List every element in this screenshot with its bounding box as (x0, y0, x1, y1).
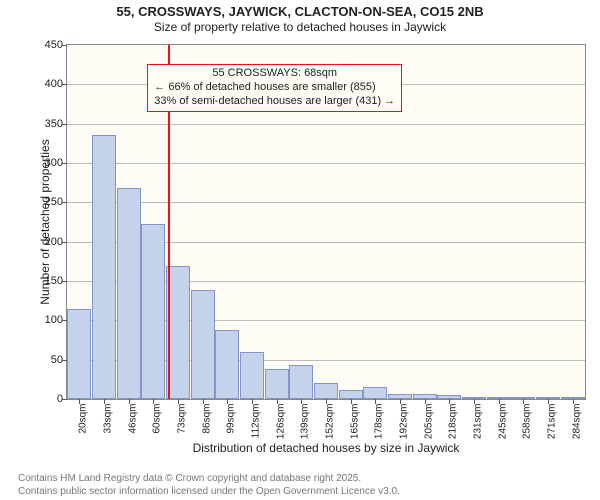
x-tick-label: 192sqm (399, 404, 410, 440)
y-tick-mark (62, 202, 67, 203)
y-tick-mark (62, 84, 67, 85)
histogram-bar (92, 135, 116, 399)
histogram-bar (265, 369, 289, 399)
x-tick-label: 33sqm (103, 404, 114, 434)
footer-line-2: Contains public sector information licen… (18, 486, 400, 499)
x-tick-label: 139sqm (300, 404, 311, 440)
y-tick-mark (62, 242, 67, 243)
x-tick-label: 152sqm (325, 404, 336, 440)
x-tick-label: 165sqm (349, 404, 360, 440)
y-tick-label: 350 (31, 118, 63, 130)
callout-title: 55 CROSSWAYS: 68sqm (154, 67, 395, 81)
histogram-bar (240, 352, 264, 399)
y-tick-label: 0 (31, 393, 63, 405)
histogram-bar (191, 290, 215, 399)
title-main: 55, CROSSWAYS, JAYWICK, CLACTON-ON-SEA, … (0, 4, 600, 20)
y-tick-label: 250 (31, 196, 63, 208)
x-tick-label: 284sqm (571, 404, 582, 440)
x-tick-label: 86sqm (201, 404, 212, 434)
x-tick-label: 218sqm (448, 404, 459, 440)
x-tick-label: 46sqm (127, 404, 138, 434)
x-tick-label: 178sqm (374, 404, 385, 440)
x-tick-label: 126sqm (275, 404, 286, 440)
x-tick-label: 112sqm (251, 404, 262, 439)
y-tick-label: 200 (31, 236, 63, 248)
histogram-bar (339, 390, 363, 399)
x-tick-label: 20sqm (78, 404, 89, 434)
y-tick-label: 150 (31, 275, 63, 287)
x-tick-label: 99sqm (226, 404, 237, 434)
title-sub: Size of property relative to detached ho… (0, 20, 600, 35)
chart-area: Number of detached properties Distributi… (18, 40, 592, 462)
x-tick-label: 271sqm (547, 404, 558, 440)
y-tick-mark (62, 124, 67, 125)
y-tick-label: 50 (31, 354, 63, 366)
footer-attribution: Contains HM Land Registry data © Crown c… (18, 473, 400, 498)
x-tick-label: 245sqm (497, 404, 508, 440)
callout-smaller: ← 66% of detached houses are smaller (85… (154, 81, 395, 95)
histogram-bar (314, 383, 338, 399)
y-tick-mark (62, 399, 67, 400)
y-tick-label: 300 (31, 157, 63, 169)
y-tick-label: 100 (31, 314, 63, 326)
y-tick-mark (62, 163, 67, 164)
gridline (67, 202, 585, 203)
histogram-bar (141, 224, 165, 399)
marker-callout: 55 CROSSWAYS: 68sqm← 66% of detached hou… (147, 64, 402, 111)
histogram-bar (363, 387, 387, 399)
y-tick-label: 450 (31, 39, 63, 51)
x-axis-label: Distribution of detached houses by size … (193, 441, 460, 455)
gridline (67, 163, 585, 164)
callout-larger: 33% of semi-detached houses are larger (… (154, 95, 395, 109)
y-tick-mark (62, 281, 67, 282)
histogram-bar (117, 188, 141, 399)
x-tick-label: 73sqm (177, 404, 188, 434)
gridline (67, 124, 585, 125)
chart-title-block: 55, CROSSWAYS, JAYWICK, CLACTON-ON-SEA, … (0, 0, 600, 35)
x-tick-label: 258sqm (522, 404, 533, 440)
y-tick-mark (62, 45, 67, 46)
histogram-bar (67, 309, 91, 399)
x-tick-label: 231sqm (473, 404, 484, 440)
x-tick-label: 205sqm (423, 404, 434, 440)
y-tick-label: 400 (31, 78, 63, 90)
histogram-bar (215, 330, 239, 399)
plot-area: Number of detached properties Distributi… (66, 44, 586, 400)
histogram-bar (289, 365, 313, 399)
x-tick-label: 60sqm (152, 404, 163, 434)
footer-line-1: Contains HM Land Registry data © Crown c… (18, 473, 400, 486)
